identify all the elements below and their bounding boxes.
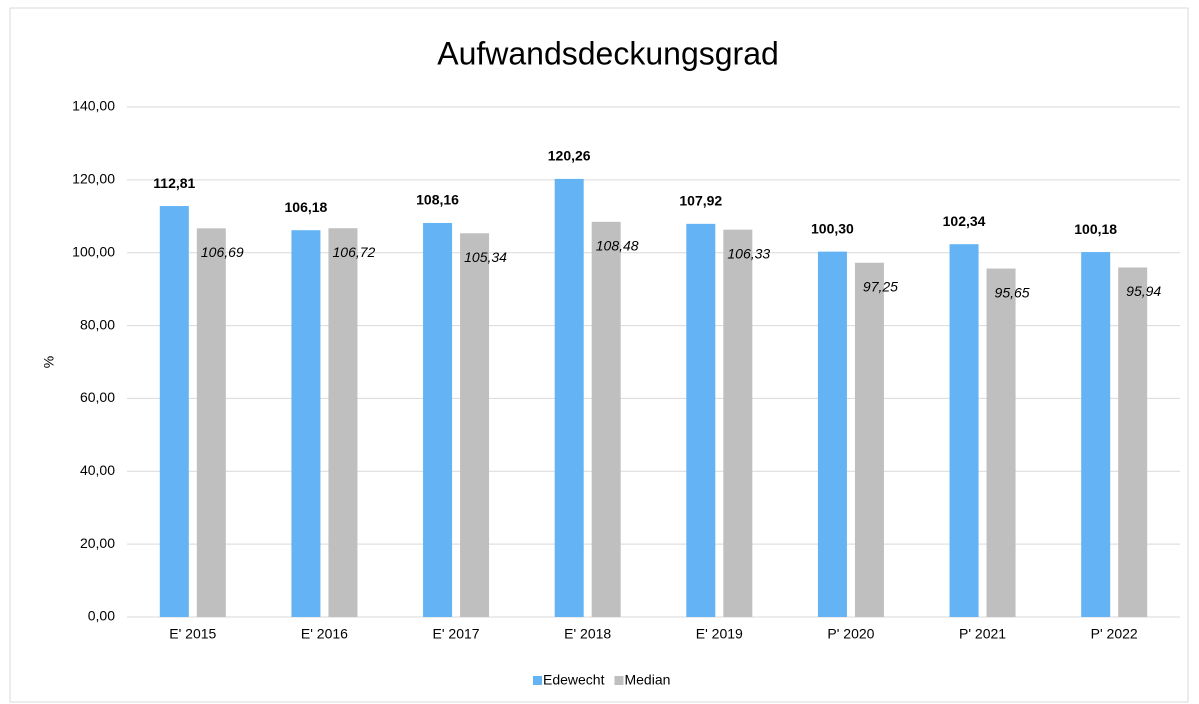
- data-label: 120,26: [548, 148, 591, 164]
- y-tick-label: 140,00: [72, 98, 115, 114]
- data-label: 95,65: [995, 284, 1030, 300]
- bar: [817, 251, 847, 617]
- x-tick-label: E' 2019: [696, 626, 743, 642]
- x-tick-label: P' 2020: [827, 626, 874, 642]
- bar: [1118, 267, 1148, 617]
- bar: [949, 244, 979, 617]
- x-tick-label: E' 2015: [169, 626, 216, 642]
- y-tick-label: 0,00: [88, 608, 115, 624]
- data-label: 106,18: [285, 199, 328, 215]
- bar: [591, 221, 621, 617]
- data-label: 106,69: [201, 244, 244, 260]
- bar: [196, 228, 226, 617]
- x-tick-label: E' 2018: [564, 626, 611, 642]
- data-label: 105,34: [464, 249, 507, 265]
- legend-label: Edewecht: [543, 672, 605, 688]
- legend-label: Median: [624, 672, 670, 688]
- data-label: 95,94: [1126, 283, 1161, 299]
- data-label: 112,81: [153, 175, 195, 191]
- y-tick-label: 100,00: [72, 243, 115, 259]
- bar: [1081, 252, 1111, 617]
- y-axis-label: %: [41, 356, 57, 368]
- y-tick-label: 20,00: [80, 535, 115, 551]
- y-tick-label: 80,00: [80, 316, 115, 332]
- bar: [460, 233, 490, 618]
- legend-swatch: [614, 676, 624, 685]
- data-label: 100,18: [1074, 221, 1117, 237]
- x-tick-label: E' 2017: [433, 626, 480, 642]
- y-tick-label: 60,00: [80, 389, 115, 405]
- x-tick-label: E' 2016: [301, 626, 348, 642]
- bar: [159, 206, 189, 617]
- data-label: 107,92: [679, 193, 722, 209]
- x-tick-label: P' 2022: [1091, 626, 1138, 642]
- x-tick-label: P' 2021: [959, 626, 1006, 642]
- bar: [854, 262, 884, 617]
- bar: [328, 228, 358, 617]
- data-label: 102,34: [943, 213, 986, 229]
- y-tick-label: 40,00: [80, 462, 115, 478]
- y-tick-label: 120,00: [72, 171, 115, 187]
- bar: [686, 223, 716, 617]
- data-label: 97,25: [863, 278, 898, 294]
- data-label: 106,72: [333, 244, 376, 260]
- data-label: 108,48: [596, 238, 639, 254]
- data-label: 106,33: [727, 245, 770, 261]
- data-label: 100,30: [811, 220, 854, 236]
- bar: [986, 268, 1016, 617]
- bar: [723, 229, 753, 617]
- data-label: 108,16: [416, 192, 459, 208]
- bar: [423, 222, 453, 617]
- chart-title: Aufwandsdeckungsgrad: [437, 35, 779, 71]
- bar: [291, 230, 321, 618]
- bar: [554, 178, 584, 617]
- legend-swatch: [533, 676, 542, 685]
